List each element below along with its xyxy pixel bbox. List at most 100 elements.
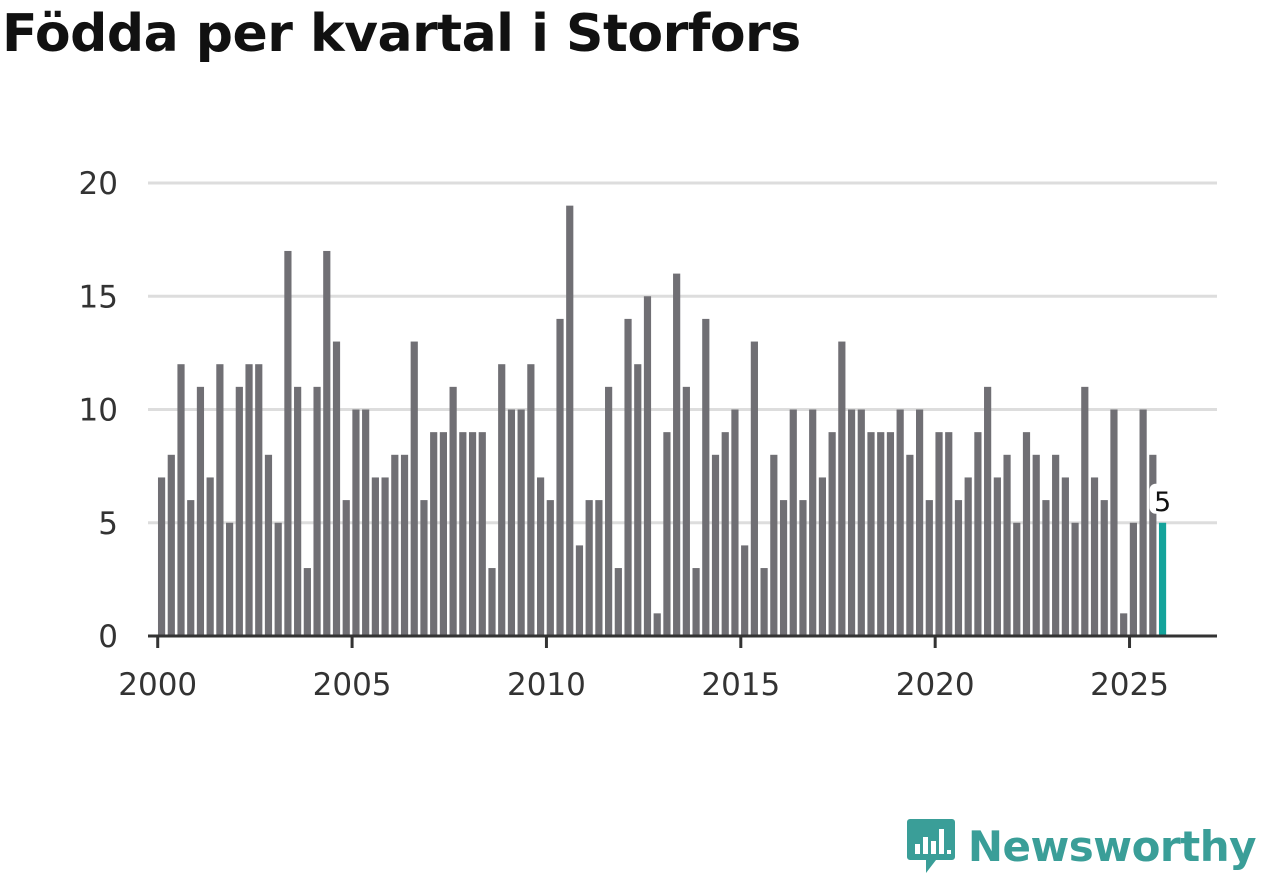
- y-tick-label: 20: [79, 166, 118, 202]
- bar: [673, 273, 681, 636]
- bar: [1139, 409, 1147, 636]
- bar: [517, 409, 525, 636]
- bar: [857, 409, 865, 636]
- bar: [916, 409, 924, 636]
- bar: [605, 386, 613, 636]
- bar: [342, 500, 350, 636]
- y-tick-label: 5: [98, 506, 118, 542]
- bar: [303, 568, 311, 636]
- bar: [760, 568, 768, 636]
- bar: [449, 386, 457, 636]
- bar: [566, 205, 574, 636]
- bar: [488, 568, 496, 636]
- bar: [323, 250, 331, 636]
- bar: [682, 386, 690, 636]
- bar: [886, 432, 895, 636]
- bar: [964, 477, 972, 636]
- bar: [741, 545, 749, 636]
- bar: [536, 477, 545, 636]
- bar: [1061, 477, 1069, 636]
- bar: [867, 432, 875, 636]
- bar: [187, 500, 195, 636]
- bar: [984, 386, 992, 636]
- bar: [575, 545, 584, 636]
- bar: [556, 318, 564, 636]
- bar: [255, 364, 263, 636]
- bar: [614, 568, 622, 636]
- bar: [643, 296, 652, 636]
- bar: [595, 500, 603, 636]
- bar: [993, 477, 1001, 636]
- bar: [828, 432, 836, 636]
- y-tick-label: 10: [79, 393, 118, 429]
- x-tick-label: 2025: [1090, 667, 1169, 703]
- bar: [847, 409, 856, 636]
- y-tick-label: 0: [98, 619, 118, 655]
- bar: [527, 364, 535, 636]
- bar: [1013, 522, 1021, 636]
- bar: [381, 477, 389, 636]
- bar: [818, 477, 827, 636]
- bar: [809, 409, 817, 636]
- bar: [896, 409, 904, 636]
- bar: [770, 454, 778, 636]
- x-tick-label: 2005: [313, 667, 392, 703]
- bar: [371, 477, 379, 636]
- bar: [721, 432, 729, 636]
- bar: [663, 432, 671, 636]
- bar: [430, 432, 438, 636]
- bar: [468, 432, 477, 636]
- bar: [507, 409, 516, 636]
- bar: [1003, 454, 1011, 636]
- bar: [692, 568, 700, 636]
- bar: [167, 454, 175, 636]
- bar-value-label-bg: [1149, 483, 1176, 514]
- bar: [838, 341, 846, 636]
- bar: [779, 500, 788, 636]
- bar: [206, 477, 214, 636]
- bar: [1032, 454, 1040, 636]
- bar: [954, 500, 963, 636]
- bar: [313, 386, 321, 636]
- bar: [1100, 500, 1108, 636]
- bar: [294, 386, 302, 636]
- bar: [877, 432, 885, 636]
- bar: [634, 364, 642, 636]
- bar: [1149, 454, 1157, 636]
- bar: [157, 477, 166, 636]
- bar: [925, 500, 933, 636]
- bar: [731, 409, 739, 636]
- bar: [585, 500, 593, 636]
- bar: [245, 364, 253, 636]
- bar: [274, 522, 282, 636]
- bar: [196, 386, 205, 636]
- bar: [1042, 500, 1050, 636]
- bar: [750, 341, 758, 636]
- bar: [391, 454, 399, 636]
- newsworthy-logo-text: Newsworthy: [967, 821, 1257, 871]
- bar: [906, 454, 914, 636]
- x-tick-label: 2000: [118, 667, 197, 703]
- newsworthy-logo: Newsworthy: [906, 817, 1257, 875]
- bar: [935, 432, 943, 636]
- x-tick-label: 2010: [507, 667, 586, 703]
- bar: [1090, 477, 1099, 636]
- bar-highlighted: [1158, 522, 1167, 636]
- y-tick-label: 15: [79, 279, 118, 315]
- x-tick-label: 2015: [701, 667, 780, 703]
- bar: [1071, 522, 1079, 636]
- bar: [1110, 409, 1118, 636]
- bar: [332, 341, 341, 636]
- bar: [624, 318, 632, 636]
- bar: [362, 409, 370, 636]
- bar: [1120, 613, 1128, 636]
- x-tick-label: 2020: [896, 667, 975, 703]
- newsworthy-logo-icon: [906, 819, 955, 873]
- bar: [945, 432, 953, 636]
- bar: [711, 454, 720, 636]
- bar: [459, 432, 467, 636]
- bar: [1129, 522, 1137, 636]
- bar: [352, 409, 360, 636]
- bar: [498, 364, 506, 636]
